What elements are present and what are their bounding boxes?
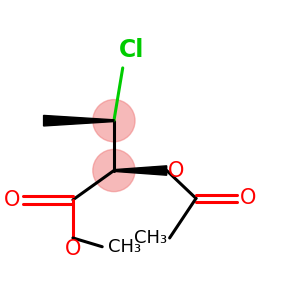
Text: O: O xyxy=(65,239,81,260)
Text: CH₃: CH₃ xyxy=(108,238,141,256)
Text: O: O xyxy=(240,188,256,208)
Text: O: O xyxy=(4,190,20,210)
Polygon shape xyxy=(44,116,114,126)
Text: CH₃: CH₃ xyxy=(134,229,167,247)
Text: Cl: Cl xyxy=(119,38,144,62)
Circle shape xyxy=(93,149,135,192)
Circle shape xyxy=(93,100,135,142)
Text: O: O xyxy=(168,160,184,181)
Polygon shape xyxy=(114,166,167,175)
